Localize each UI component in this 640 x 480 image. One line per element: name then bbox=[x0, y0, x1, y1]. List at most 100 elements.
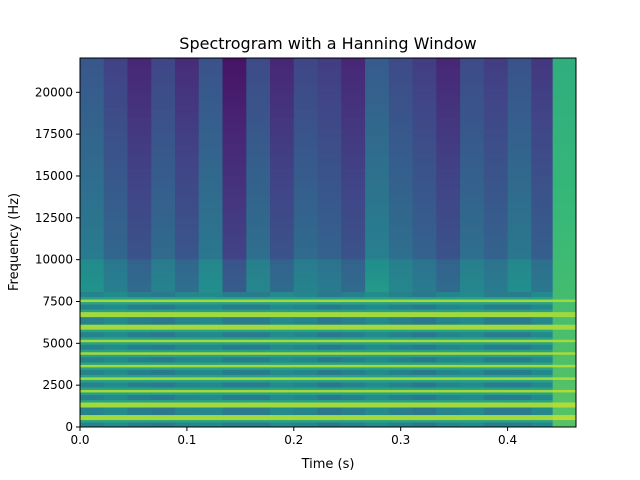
spectrogram-cell bbox=[531, 326, 554, 330]
spectrogram-cell bbox=[483, 421, 509, 426]
spectrogram-cell bbox=[127, 228, 152, 232]
spectrogram-cell bbox=[341, 341, 366, 345]
spectrogram-cell bbox=[103, 78, 129, 82]
spectrogram-cell bbox=[483, 344, 509, 348]
spectrogram-cell bbox=[175, 349, 200, 353]
spectrogram-cell bbox=[246, 389, 271, 393]
spectrogram-cell bbox=[246, 291, 271, 295]
spectrogram-cell bbox=[103, 371, 129, 375]
spectrogram-cell bbox=[483, 115, 509, 119]
spectrogram-cell bbox=[531, 396, 554, 400]
spectrogram-cell bbox=[175, 188, 200, 192]
spectrogram-cell bbox=[198, 248, 224, 252]
spectrogram-cell bbox=[552, 248, 576, 252]
spectrogram-cell bbox=[388, 196, 414, 200]
spectrogram-cell bbox=[270, 291, 295, 295]
spectrogram-cell bbox=[103, 238, 129, 242]
spectrogram-cell bbox=[552, 236, 576, 240]
spectrogram-cell bbox=[412, 281, 437, 285]
spectrogram-cell bbox=[483, 186, 509, 190]
spectrogram-cell bbox=[412, 414, 437, 418]
spectrogram-cell bbox=[388, 223, 414, 227]
spectrogram-cell bbox=[460, 331, 485, 335]
spectrogram-cell bbox=[412, 391, 437, 395]
spectrogram-cell bbox=[412, 331, 437, 335]
spectrogram-cell bbox=[222, 198, 247, 202]
spectrogram-cell bbox=[175, 268, 200, 272]
spectrogram-cell bbox=[127, 196, 152, 200]
spectrogram-cell bbox=[175, 319, 200, 323]
spectrogram-cell bbox=[460, 213, 485, 217]
spectrogram-cell bbox=[483, 65, 509, 69]
spectrogram-cell bbox=[103, 163, 129, 167]
spectrogram-cell bbox=[552, 364, 576, 368]
spectrogram-cell bbox=[198, 329, 224, 333]
spectrogram-cell bbox=[293, 421, 319, 426]
spectrogram-cell bbox=[388, 73, 414, 77]
spectrogram-cell bbox=[483, 160, 509, 165]
spectrogram-cell bbox=[507, 273, 532, 277]
spectrogram-cell bbox=[127, 165, 152, 170]
spectrogram-cell bbox=[531, 120, 554, 124]
spectrogram-cell bbox=[127, 183, 152, 187]
spectrogram-cell bbox=[412, 273, 437, 277]
spectrogram-cell bbox=[151, 359, 176, 363]
spectrogram-cell bbox=[388, 339, 414, 343]
spectrogram-cell bbox=[552, 376, 576, 380]
spectrogram-cell bbox=[270, 243, 295, 247]
spectrogram-cell bbox=[436, 98, 461, 102]
spectrogram-cell bbox=[293, 394, 319, 398]
spectrogram-cell bbox=[507, 258, 532, 262]
spectrogram-cell bbox=[317, 421, 342, 426]
spectrogram-cell bbox=[412, 246, 437, 250]
spectrogram-cell bbox=[151, 291, 176, 295]
spectrogram-cell bbox=[246, 374, 271, 378]
spectrogram-cell bbox=[175, 201, 200, 205]
spectrogram-cell bbox=[222, 70, 247, 74]
spectrogram-cell bbox=[80, 311, 105, 315]
spectrogram-cell bbox=[80, 63, 105, 67]
spectrogram-cell bbox=[436, 291, 461, 295]
spectrogram-cell bbox=[317, 108, 342, 112]
spectrogram-cell bbox=[507, 336, 532, 340]
spectrogram-cell bbox=[460, 186, 485, 190]
spectrogram-cell bbox=[436, 374, 461, 378]
spectrogram-cell bbox=[317, 70, 342, 74]
spectrogram-cell bbox=[270, 65, 295, 69]
spectrogram-cell bbox=[127, 301, 152, 305]
spectrogram-cell bbox=[317, 241, 342, 245]
spectrogram-cell bbox=[198, 88, 224, 92]
spectrogram-cell bbox=[222, 316, 247, 320]
spectrogram-cell bbox=[293, 133, 319, 137]
spectrogram-cell bbox=[317, 389, 342, 393]
spectrogram-cell bbox=[365, 354, 390, 358]
spectrogram-cell bbox=[80, 98, 105, 102]
spectrogram-cell bbox=[175, 165, 200, 170]
spectrogram-cell bbox=[552, 414, 576, 418]
spectrogram-cell bbox=[198, 241, 224, 245]
spectrogram-cell bbox=[198, 163, 224, 167]
spectrogram-cell bbox=[552, 409, 576, 413]
spectrogram-cell bbox=[198, 389, 224, 393]
spectrogram-cell bbox=[365, 221, 390, 225]
spectrogram-cell bbox=[246, 391, 271, 395]
spectrogram-cell bbox=[103, 263, 129, 267]
spectrogram-cell bbox=[436, 58, 461, 62]
spectrogram-cell bbox=[531, 218, 554, 222]
spectrogram-cell bbox=[222, 178, 247, 182]
spectrogram-cell bbox=[293, 150, 319, 154]
spectrogram-cell bbox=[507, 170, 532, 175]
spectrogram-cell bbox=[270, 191, 295, 195]
spectrogram-cell bbox=[460, 304, 485, 308]
spectrogram-cell bbox=[365, 359, 390, 363]
spectrogram-cell bbox=[198, 145, 224, 149]
spectrogram-cell bbox=[341, 123, 366, 127]
spectrogram-cell bbox=[436, 231, 461, 235]
x-tick-label: 0.1 bbox=[177, 433, 196, 447]
spectrogram-cell bbox=[436, 70, 461, 74]
spectrogram-cell bbox=[388, 78, 414, 82]
spectrogram-cell bbox=[460, 319, 485, 323]
spectrogram-cell bbox=[293, 203, 319, 207]
spectrogram-cell bbox=[80, 344, 105, 348]
spectrogram-cell bbox=[151, 406, 176, 411]
